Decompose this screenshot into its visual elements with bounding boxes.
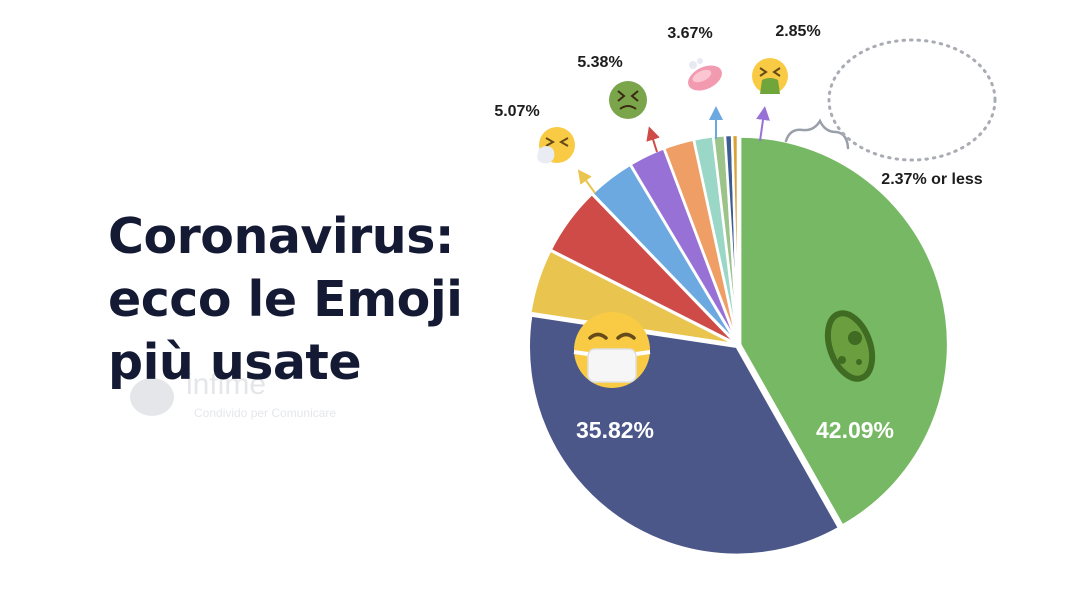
group-label: 2.37% or less: [881, 171, 983, 188]
face-vomiting-icon: [752, 58, 788, 94]
group-bubble: [827, 38, 997, 162]
nauseated-face-icon: [609, 81, 647, 119]
headline: Coronavirus: ecco le Emoji più usate: [108, 205, 463, 394]
microbe-icon: [824, 310, 876, 382]
sneezing-face-icon: [537, 127, 575, 164]
slice-labels: 5.07% 5.38% 3.67% 2.85% 42.09% 35.82% 2.37% or…: [494, 23, 982, 443]
slice-arrow: [577, 169, 596, 194]
soap-icon: [688, 58, 722, 91]
slice-arrow: [756, 106, 770, 142]
slice-label: 42.09%: [816, 417, 894, 443]
slice-arrow: [646, 126, 660, 153]
headline-line-2: ecco le Emoji: [108, 271, 463, 328]
slice-label: 2.85%: [775, 23, 820, 40]
face-with-medical-mask-icon: [573, 312, 651, 388]
small-slices-group: [784, 38, 997, 162]
slice-label: 35.82%: [576, 417, 654, 443]
slice-label: 3.67%: [667, 25, 712, 42]
headline-line-3: più usate: [108, 334, 362, 391]
pie-slice: [730, 133, 740, 343]
pie-slices: [527, 133, 950, 557]
headline-line-1: Coronavirus:: [108, 208, 454, 265]
watermark-logo-icon: [130, 378, 174, 416]
watermark-name: infime: [186, 368, 267, 401]
watermark-tagline: Condivido per Comunicare: [194, 406, 337, 420]
slice-label: 5.38%: [577, 54, 622, 71]
slice-label: 5.07%: [494, 103, 539, 120]
slice-arrows: [577, 106, 770, 194]
